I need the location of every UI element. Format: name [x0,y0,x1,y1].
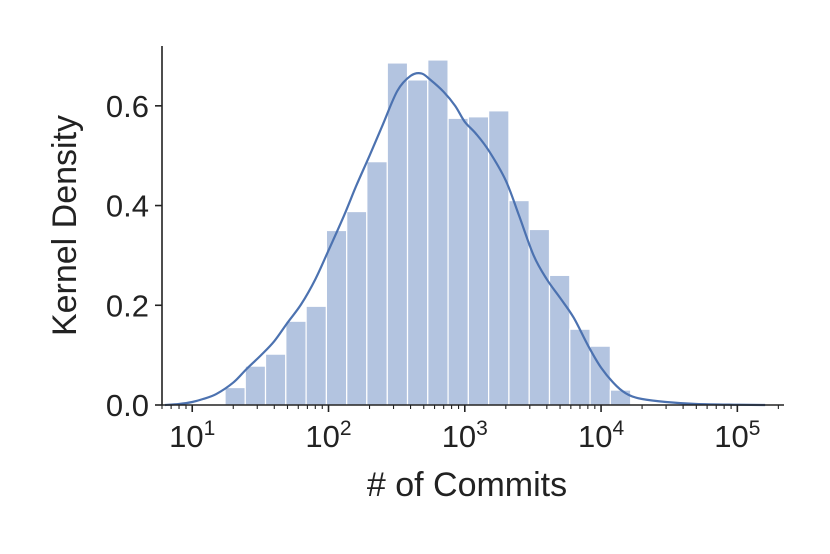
y-axis-label: Kernel Density [46,115,84,336]
y-tick-label: 0.6 [106,89,149,124]
y-tick-label: 0.4 [106,189,149,224]
histogram-bar [427,59,449,406]
x-tick-label: 105 [714,417,760,454]
x-axis-ticks: 101 102 103 104 105 [161,405,779,454]
x-tick-label: 104 [578,417,624,454]
histogram-bar [528,228,551,406]
histogram-bars [224,59,632,406]
histogram-bar [467,116,490,406]
histogram-bar [325,229,348,406]
histogram-bar [244,365,267,406]
histogram-bar [569,328,591,406]
y-axis-ticks: 0.0 0.2 0.4 0.6 [106,89,162,423]
histogram-bar [366,161,388,406]
histogram-bar [548,274,571,406]
x-tick-label: 103 [442,417,488,454]
histogram-bar [447,117,469,406]
x-tick-label: 101 [169,417,215,454]
histogram-bar [224,386,246,406]
histogram-bar [346,210,368,406]
y-tick-label: 0.2 [106,288,149,323]
x-axis-label: # of Commits [367,466,567,504]
y-tick-label: 0.0 [106,388,149,423]
histogram-bar [305,305,327,406]
histogram-bar [406,79,429,406]
x-tick-label: 102 [305,417,351,454]
histogram-bar [508,199,530,406]
histogram-bar [386,62,409,406]
histogram-bar [609,389,632,406]
kde-curve [164,72,766,407]
histogram-bar [264,353,287,406]
histogram-bar [285,320,307,406]
